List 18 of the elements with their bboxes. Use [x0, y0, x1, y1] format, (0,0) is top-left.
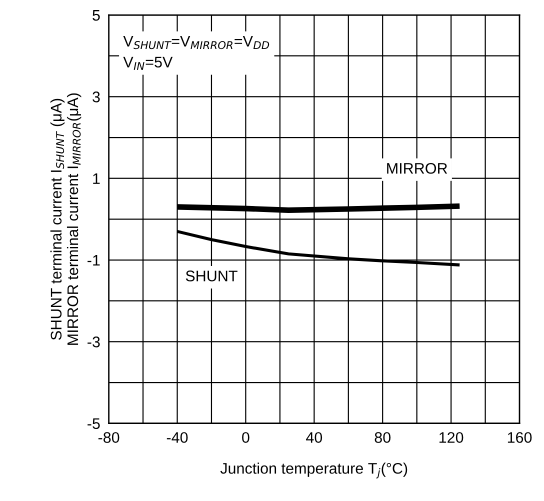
- x-tick-label: 80: [374, 432, 391, 443]
- x-tick-label: 160: [508, 432, 532, 443]
- x-tick-label: -40: [166, 432, 188, 443]
- y-tick-label: 1: [93, 173, 100, 184]
- y-tick-label: -1: [88, 255, 100, 266]
- y-tick-label: -3: [88, 336, 100, 348]
- y-tick-label: 3: [92, 92, 100, 102]
- y-tick-label: -5: [88, 418, 100, 430]
- x-axis-title: Junction temperature T$_{j}$(°C): [220, 462, 408, 478]
- text: SHUNT terminal current I$_{SHUNT}$ (μA) MIRROR terminal current I$_{MIRROR}$(μA): [50, 93, 82, 345]
- x-tick-label: 0: [242, 432, 250, 443]
- x-tick-label: 40: [306, 432, 322, 443]
- y-tick-label: 5: [92, 10, 100, 21]
- text: MIRROR: [387, 162, 448, 174]
- x-tick-label: -80: [98, 432, 120, 443]
- x-tick-label: 120: [439, 432, 464, 443]
- text: V$_{SHUNT}$=V$_{MIRROR}$=V$_{DD}$ V$_{IN}$=5V: [123, 36, 270, 70]
- series-label: SHUNT: [186, 270, 238, 282]
